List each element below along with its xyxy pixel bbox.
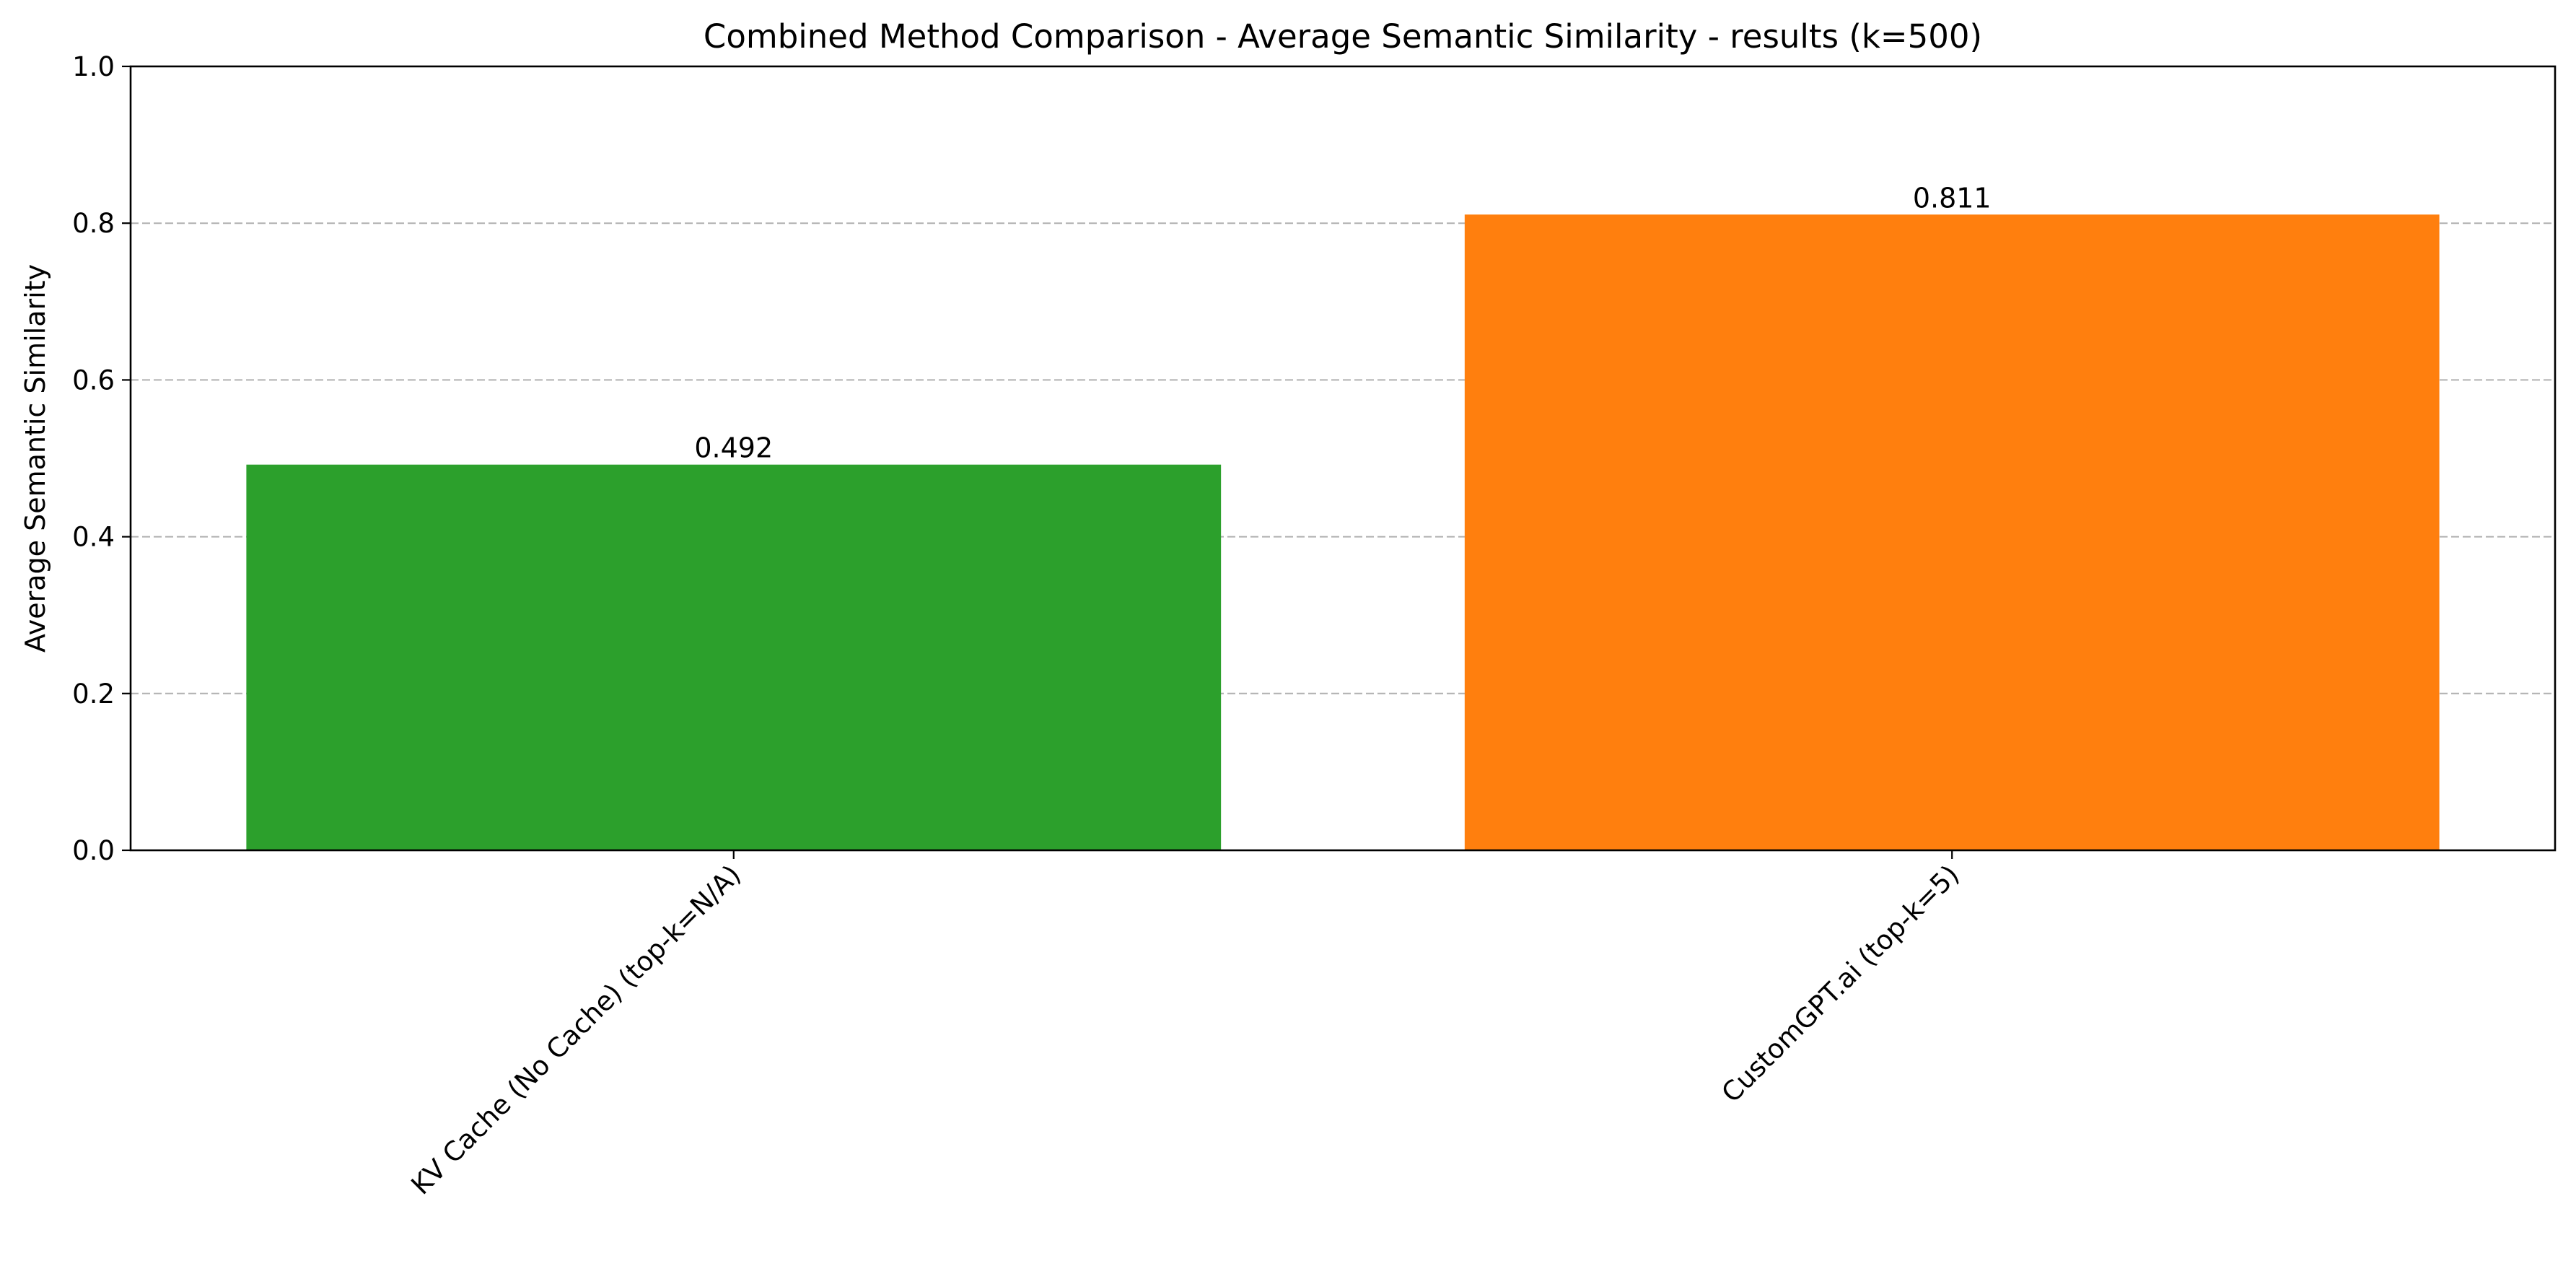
y-tick-label: 1.0 [72,51,115,82]
x-tick-label: KV Cache (No Cache) (top-k=N/A) [406,859,748,1201]
bar-value-label: 0.492 [694,432,773,464]
y-tick-label: 0.6 [72,365,115,396]
bars [246,214,2440,850]
y-tick-label: 0.0 [72,835,115,866]
chart-title: Combined Method Comparison - Average Sem… [704,17,1982,56]
bar [246,464,1222,850]
bar-value-label: 0.811 [1913,182,1992,214]
y-axis-label: Average Semantic Similarity [19,264,51,653]
bar [1464,214,2440,850]
data-labels: 0.492 0.811 [694,182,1991,463]
y-axis-ticks: 0.0 0.2 0.4 0.6 0.8 1.0 [72,51,131,866]
y-tick-label: 0.4 [72,522,115,553]
x-tick-label: CustomGPT.ai (top-k=5) [1716,859,1966,1109]
y-tick-label: 0.2 [72,679,115,710]
x-axis-ticks: KV Cache (No Cache) (top-k=N/A) CustomGPT… [406,850,1966,1200]
y-tick-label: 0.8 [72,208,115,239]
plot-frame [129,65,2557,852]
